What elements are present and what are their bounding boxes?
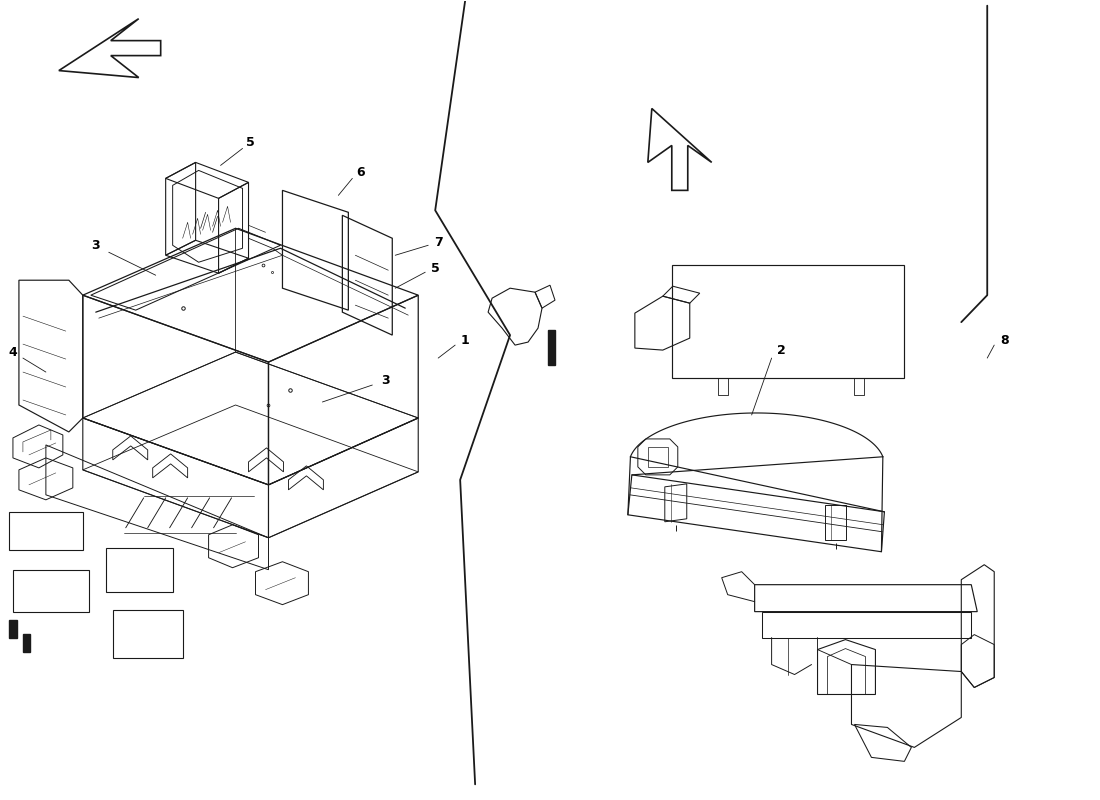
Bar [9, 620, 16, 638]
Bar [23, 634, 30, 651]
Text: 4: 4 [9, 346, 18, 358]
Text: 3: 3 [381, 374, 389, 386]
Text: 5: 5 [246, 136, 255, 149]
Text: 2: 2 [778, 343, 786, 357]
Text: 1: 1 [461, 334, 470, 346]
Text: 3: 3 [91, 238, 100, 252]
Text: 7: 7 [433, 236, 442, 249]
Text: 6: 6 [356, 166, 364, 179]
Text: 5: 5 [431, 262, 440, 274]
Bar [548, 330, 556, 365]
Text: 8: 8 [1000, 334, 1009, 346]
